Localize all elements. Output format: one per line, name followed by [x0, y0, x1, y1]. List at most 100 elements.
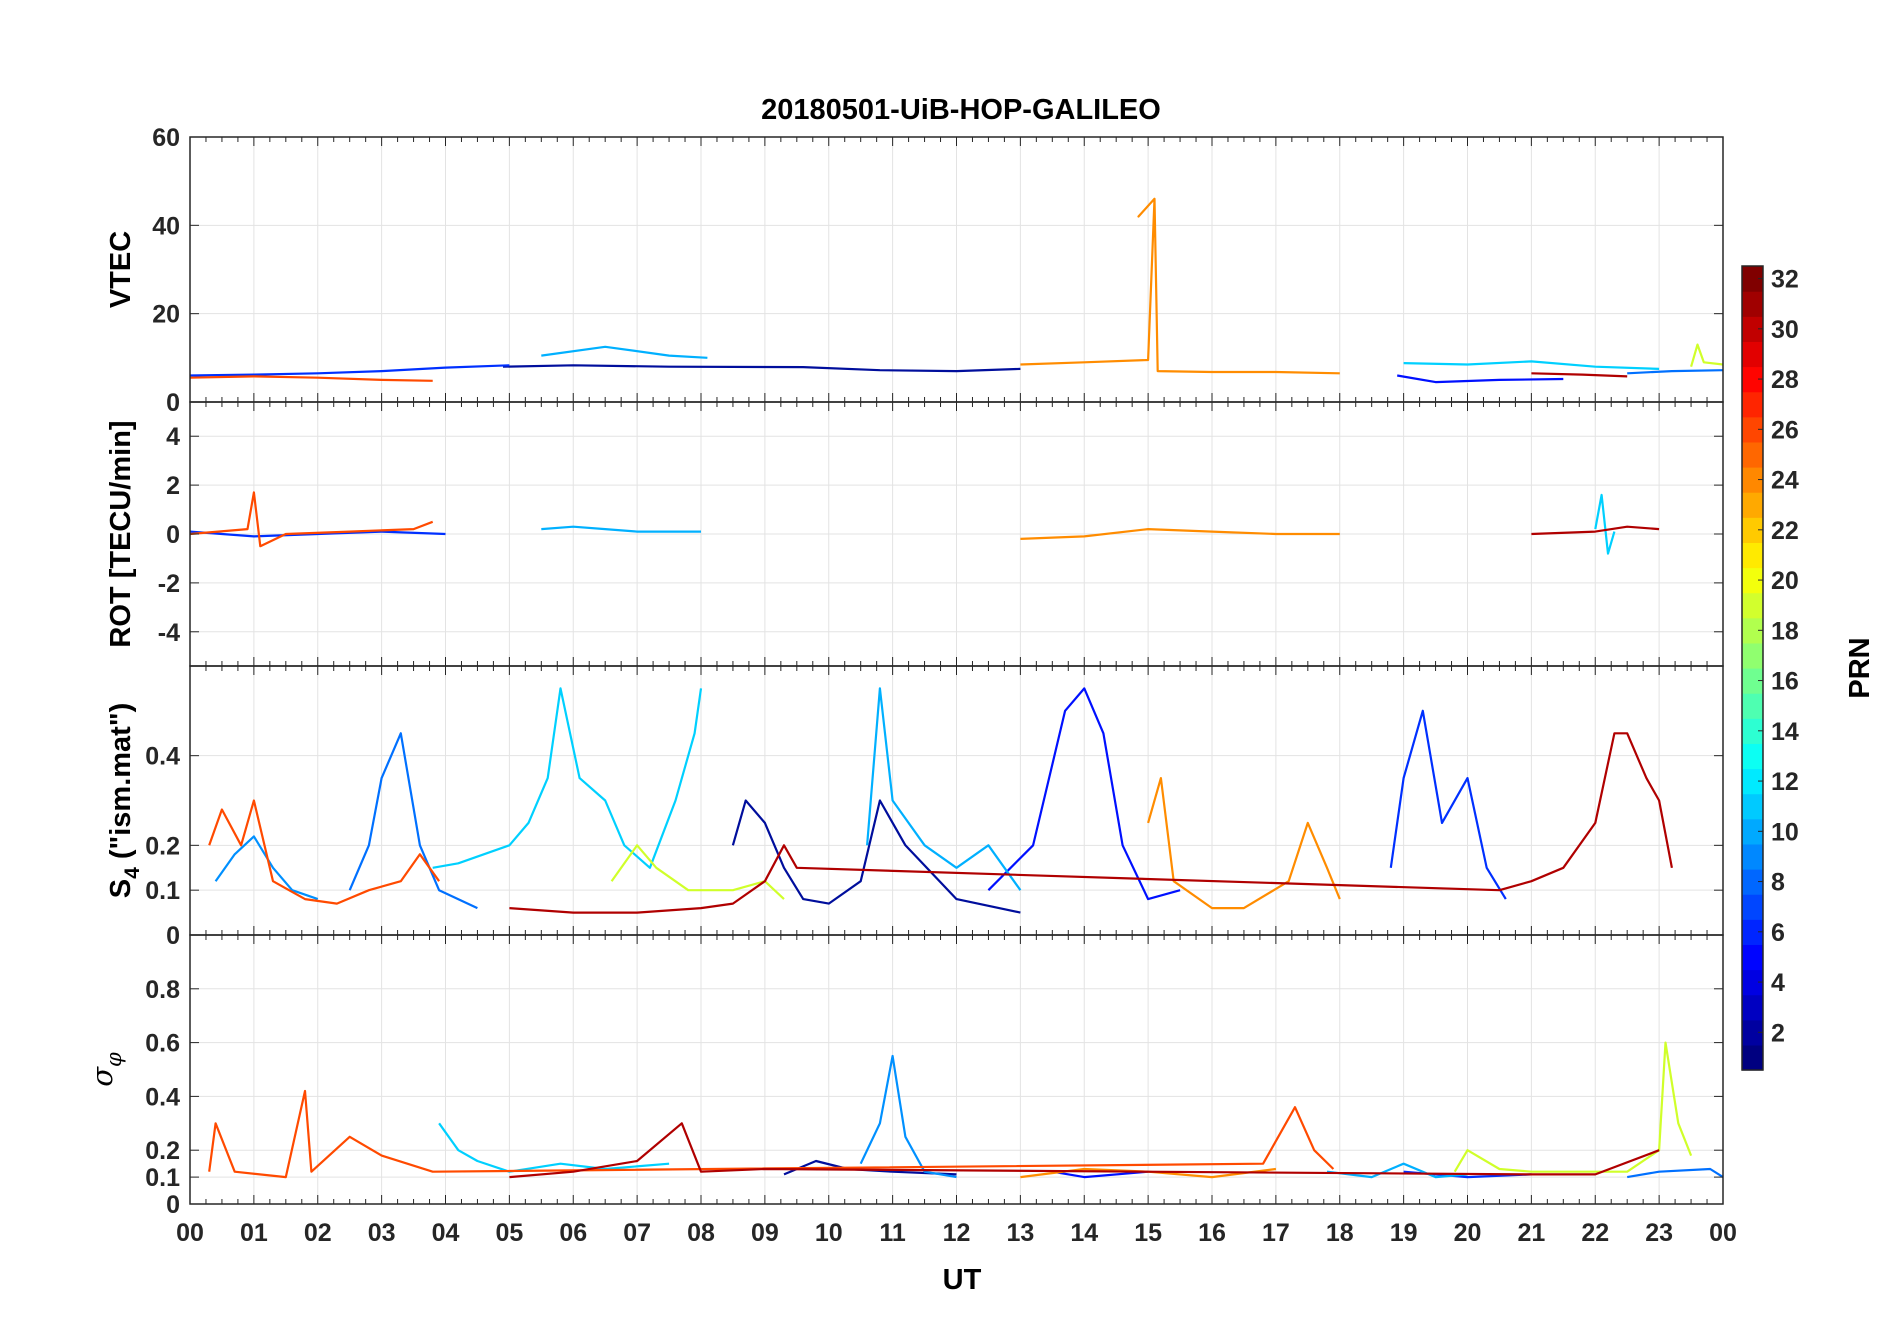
- x-tick-label: 14: [1070, 1219, 1098, 1247]
- colorbar-swatch: [1742, 869, 1763, 895]
- vtec-series-prn-26: [190, 375, 433, 382]
- vtec-y-axis: 0 20 40 60: [152, 124, 1723, 417]
- rot-y-tick-label: -2: [158, 570, 180, 598]
- s4-y-tick-label: 0.2: [145, 832, 180, 860]
- colorbar-swatch: [1742, 693, 1763, 719]
- colorbar-label: PRN: [1844, 637, 1876, 698]
- sigma-y-tick-label: 0.8: [145, 976, 180, 1004]
- colorbar-tick-label: 32: [1771, 266, 1799, 294]
- s4-y-axis-label: S4 ("ism.mat"): [105, 703, 144, 899]
- vtec-series-prn-5: [190, 364, 510, 377]
- rot-y-tick-label: 4: [166, 423, 180, 451]
- colorbar-tick-label: 6: [1771, 919, 1785, 947]
- colorbar-swatch: [1742, 668, 1763, 694]
- sigma-y-axis-label: σφ: [85, 1052, 126, 1087]
- colorbar-swatch: [1742, 542, 1763, 569]
- colorbar-swatch: [1742, 818, 1763, 845]
- vtec-y-axis-label: VTEC: [105, 231, 137, 308]
- sigma-series: [208, 1041, 1723, 1179]
- x-tick-label: 21: [1517, 1219, 1545, 1247]
- colorbar-tick-label: 24: [1771, 467, 1799, 495]
- colorbar-swatch: [1742, 1019, 1763, 1046]
- colorbar-swatch: [1742, 793, 1763, 820]
- rot-series: [190, 491, 1660, 555]
- sigma-y-tick-label: 0: [166, 1191, 180, 1219]
- x-tick-label: 02: [304, 1219, 332, 1247]
- colorbar-swatch: [1742, 768, 1763, 795]
- s4-series-prn-31: [509, 732, 1673, 914]
- x-tick-labels: 00 01 02 03 04 05 06 07 08 09 10 11 12 13 14 15 16 17 18 19…: [176, 1219, 1737, 1247]
- colorbar-tick-label: 20: [1771, 567, 1799, 595]
- x-tick-label: 22: [1581, 1219, 1609, 1247]
- s4-y-tick-label: 0.4: [145, 743, 180, 771]
- vtec-series-prn-24: [1020, 197, 1340, 375]
- vtec-series-prn-4: [1397, 374, 1564, 384]
- colorbar-swatch: [1742, 517, 1763, 543]
- colorbar-tick-label: 28: [1771, 366, 1799, 394]
- sigma-series-prn-19: [1453, 1041, 1693, 1173]
- x-tick-label: 04: [432, 1219, 460, 1247]
- sigma-x-ticks: [189, 935, 1724, 1204]
- colorbar-tick-label: 16: [1771, 668, 1799, 696]
- x-tick-label: 05: [495, 1219, 523, 1247]
- x-tick-label: 10: [815, 1219, 843, 1247]
- sigma-y-tick-label: 0.4: [145, 1083, 180, 1111]
- s4-series-prn-12: [432, 687, 703, 869]
- colorbar-swatch: [1742, 944, 1763, 971]
- rot-y-tick-label: 2: [166, 472, 180, 500]
- rot-series-prn-26: [190, 491, 434, 548]
- x-axis-label: UT: [943, 1264, 982, 1296]
- s4-series-prn-9: [214, 835, 319, 901]
- sigma-series-prn-9: [859, 1054, 957, 1179]
- vtec-series-prn-19: [1690, 343, 1723, 368]
- x-tick-label: 03: [368, 1219, 396, 1247]
- vtec-y-tick-label: 60: [152, 124, 180, 152]
- colorbar-swatch: [1742, 441, 1763, 468]
- colorbar-tick-label: 30: [1771, 316, 1799, 344]
- rot-y-tick-label: -4: [158, 619, 180, 647]
- colorbar-swatch: [1742, 341, 1763, 368]
- s4-series: [208, 687, 1673, 914]
- colorbar-swatch: [1742, 291, 1763, 317]
- vtec-series-prn-12: [1403, 360, 1660, 370]
- colorbar-tick-label: 18: [1771, 617, 1799, 645]
- colorbar-swatch: [1742, 1044, 1763, 1071]
- colorbar-swatch: [1742, 567, 1763, 594]
- s4-series-prn-24: [1147, 777, 1341, 910]
- panel-vtec: 0 20 40 60 VTEC: [105, 124, 1724, 417]
- x-tick-label: 08: [687, 1219, 715, 1247]
- colorbar-tick-label: 12: [1771, 768, 1799, 796]
- rot-y-axis-label: ROT [TECU/min]: [105, 420, 137, 647]
- colorbar-tick-label: 26: [1771, 416, 1799, 444]
- vtec-series-prn-8: [1627, 369, 1723, 375]
- x-tick-label: 11: [879, 1219, 906, 1247]
- colorbar-swatch: [1742, 492, 1763, 518]
- x-tick-label: 12: [943, 1219, 971, 1247]
- x-tick-label: 18: [1326, 1219, 1354, 1247]
- s4-series-prn-2: [731, 799, 1021, 914]
- vtec-y-tick-label: 0: [166, 389, 180, 417]
- vtec-y-tick-label: 20: [152, 301, 180, 329]
- vtec-series-prn-31: [1531, 372, 1628, 378]
- colorbar-frame: [1741, 265, 1764, 1071]
- x-tick-label: 09: [751, 1219, 779, 1247]
- colorbar-swatch: [1742, 718, 1763, 744]
- colorbar-swatch: [1742, 416, 1763, 443]
- rot-y-tick-label: 0: [166, 521, 180, 549]
- colorbar-swatch: [1742, 391, 1763, 418]
- rot-series-prn-12: [1594, 493, 1616, 555]
- vtec-series-prn-11: [541, 345, 708, 359]
- x-tick-label: 19: [1390, 1219, 1418, 1247]
- x-tick-label: 06: [559, 1219, 587, 1247]
- x-tick-label: 20: [1454, 1219, 1482, 1247]
- s4-series-prn-5: [1389, 709, 1507, 900]
- colorbar-swatch: [1742, 843, 1763, 870]
- x-tick-label: 23: [1645, 1219, 1673, 1247]
- x-tick-label: 13: [1006, 1219, 1034, 1247]
- vtec-y-tick-label: 40: [152, 212, 180, 240]
- sigma-y-tick-label: 0.2: [145, 1137, 180, 1165]
- sigma-y-tick-label: 0.6: [145, 1030, 180, 1058]
- s4-series-prn-8: [348, 732, 478, 910]
- x-tick-label: 17: [1262, 1219, 1290, 1247]
